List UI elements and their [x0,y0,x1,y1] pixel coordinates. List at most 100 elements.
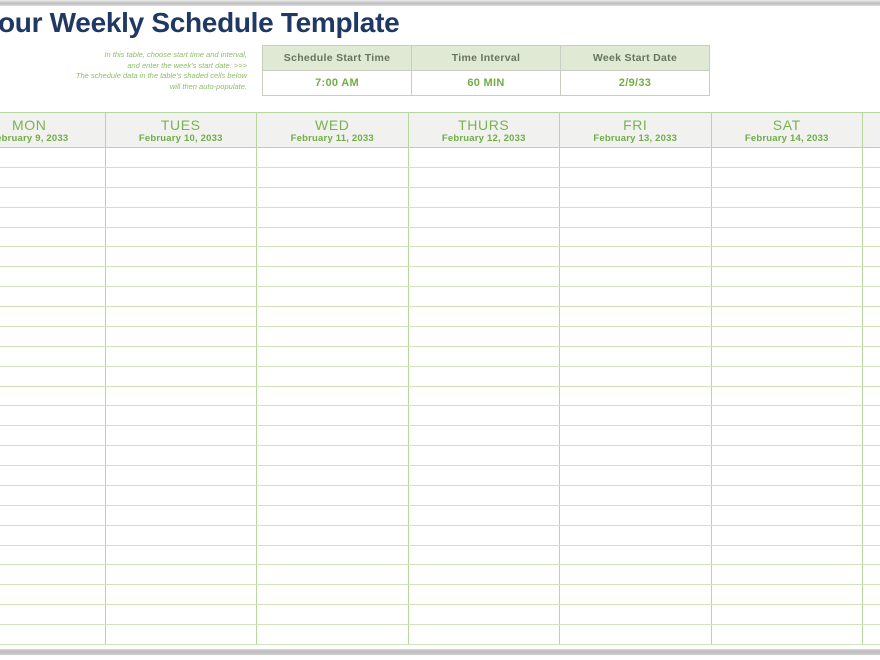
schedule-cell[interactable] [409,466,560,485]
schedule-cell[interactable] [560,485,712,505]
schedule-cell[interactable] [863,168,880,187]
settings-value-cell[interactable]: 2/9/33 [618,77,652,89]
schedule-cell[interactable] [712,505,863,525]
schedule-cell[interactable] [560,267,712,287]
schedule-cell[interactable] [712,406,863,426]
schedule-cell[interactable] [106,625,257,644]
schedule-cell[interactable] [257,366,409,386]
schedule-cell[interactable] [0,227,106,247]
schedule-cell[interactable] [0,148,106,167]
schedule-cell[interactable] [257,267,409,287]
schedule-cell[interactable] [106,426,257,446]
schedule-cell[interactable] [712,625,863,644]
schedule-cell[interactable] [409,605,560,624]
schedule-cell[interactable] [560,505,712,525]
day-header-cell[interactable]: THURS February 12, 2033 [409,113,560,147]
schedule-cell[interactable] [257,386,409,406]
schedule-cell[interactable] [560,446,712,465]
schedule-cell[interactable] [106,525,257,545]
schedule-cell[interactable] [0,386,106,406]
schedule-cell[interactable] [863,446,880,465]
schedule-cell[interactable] [712,545,863,565]
schedule-cell[interactable] [560,167,712,187]
schedule-cell[interactable] [0,267,106,287]
schedule-cell[interactable] [712,565,863,585]
schedule-cell[interactable] [0,426,106,446]
schedule-cell[interactable] [106,605,257,624]
schedule-cell[interactable] [0,287,106,306]
schedule-cell[interactable] [560,545,712,565]
schedule-cell[interactable] [409,287,560,306]
schedule-cell[interactable] [712,426,863,446]
schedule-cell[interactable] [712,326,863,346]
schedule-cell[interactable] [106,386,257,406]
schedule-cell[interactable] [0,346,106,366]
schedule-cell[interactable] [560,525,712,545]
schedule-cell[interactable] [409,386,560,406]
schedule-cell[interactable] [409,565,560,585]
schedule-cell[interactable] [863,208,880,227]
schedule-cell[interactable] [560,207,712,227]
schedule-cell[interactable] [712,167,863,187]
schedule-cell[interactable] [712,525,863,545]
schedule-cell[interactable] [409,346,560,366]
schedule-cell[interactable] [0,545,106,565]
schedule-cell[interactable] [560,386,712,406]
schedule-cell[interactable] [863,327,880,346]
schedule-cell[interactable] [863,188,880,207]
schedule-cell[interactable] [409,446,560,465]
schedule-cell[interactable] [0,585,106,605]
schedule-cell[interactable] [712,346,863,366]
schedule-cell[interactable] [257,287,409,306]
schedule-cell[interactable] [0,366,106,386]
schedule-cell[interactable] [863,546,880,565]
schedule-cell[interactable] [257,585,409,605]
schedule-cell[interactable] [712,287,863,306]
schedule-cell[interactable] [257,187,409,207]
schedule-cell[interactable] [409,485,560,505]
schedule-cell[interactable] [409,585,560,605]
day-header-cell[interactable]: WED February 11, 2033 [257,113,409,147]
schedule-cell[interactable] [409,187,560,207]
schedule-cell[interactable] [0,307,106,326]
schedule-cell[interactable] [0,406,106,426]
schedule-cell[interactable] [0,505,106,525]
schedule-cell[interactable] [106,565,257,585]
schedule-cell[interactable] [560,426,712,446]
schedule-cell[interactable] [409,505,560,525]
schedule-cell[interactable] [712,485,863,505]
schedule-cell[interactable] [106,366,257,386]
schedule-cell[interactable] [106,267,257,287]
schedule-cell[interactable] [863,466,880,485]
schedule-cell[interactable] [560,187,712,207]
schedule-cell[interactable] [863,526,880,545]
schedule-cell[interactable] [257,605,409,624]
day-header-cell[interactable]: MONFebruary 9, 2033 [0,113,106,147]
schedule-cell[interactable] [560,307,712,326]
schedule-cell[interactable] [863,387,880,406]
day-header-cell[interactable] [863,113,880,147]
schedule-cell[interactable] [106,406,257,426]
schedule-cell[interactable] [257,446,409,465]
schedule-cell[interactable] [863,585,880,604]
schedule-cell[interactable] [560,366,712,386]
schedule-cell[interactable] [560,466,712,485]
schedule-cell[interactable] [106,307,257,326]
schedule-cell[interactable] [712,207,863,227]
schedule-cell[interactable] [0,525,106,545]
schedule-cell[interactable] [560,287,712,306]
schedule-cell[interactable] [863,406,880,425]
schedule-cell[interactable] [0,207,106,227]
schedule-cell[interactable] [409,227,560,247]
schedule-cell[interactable] [863,228,880,247]
schedule-cell[interactable] [560,625,712,644]
schedule-cell[interactable] [560,346,712,366]
schedule-cell[interactable] [560,565,712,585]
schedule-cell[interactable] [106,247,257,267]
schedule-cell[interactable] [0,605,106,624]
schedule-cell[interactable] [409,426,560,446]
schedule-cell[interactable] [0,625,106,644]
schedule-cell[interactable] [409,366,560,386]
schedule-cell[interactable] [106,148,257,167]
schedule-cell[interactable] [0,446,106,465]
